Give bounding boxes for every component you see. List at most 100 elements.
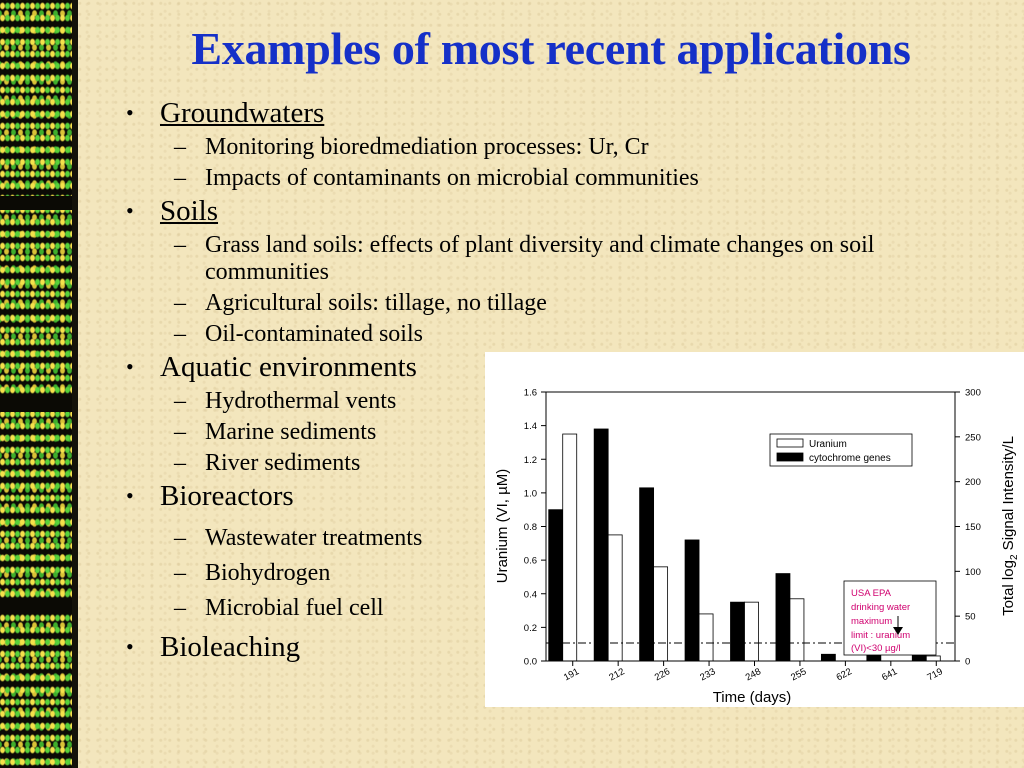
chart-svg: 0.0 0.2 0.4 0.6 0.8 1.0 1.2 1.4 1.6 0 50 100 150 200 2… [494,388,1020,707]
y-left-tick-label: 0.2 [524,623,537,634]
section-heading: Bioreactors [160,480,294,512]
sub-item: – Wastewater treatments [118,525,1018,552]
sub-item: – Grass land soils: effects of plant dive… [118,232,1024,286]
legend-label-uranium: Uranium [809,439,847,450]
dash-icon: – [174,134,186,160]
chart-legend: Uranium cytochrome genes [769,433,913,467]
annotation-arrow-head [893,627,903,635]
bar-uranium [789,598,805,662]
x-axis-label: Time (days) [713,689,792,706]
x-tick-label: 248 [744,666,763,683]
sub-item-text: Monitoring bioredmediation processes: Ur… [205,134,649,160]
microarray-divider [0,398,78,412]
bar-uranium [607,534,623,662]
y-left-tick-label: 0.0 [524,657,537,668]
section-bioreactors: • Bioreactors [118,479,1018,513]
dash-icon: – [174,560,186,586]
x-tick-label: 719 [926,666,945,683]
x-tick-label: 233 [698,666,717,683]
bullet-icon: • [126,100,134,125]
y-left-tick-label: 0.6 [524,556,537,567]
y-right-label-main: Total log [1000,560,1017,616]
y-left-tick-label: 0.8 [524,522,537,533]
y-right-label-subscript: 2 [1009,554,1020,560]
bar-uranium [562,433,578,662]
annotation-line: maximum [851,616,892,627]
epa-annotation: USA EPA drinking water maximum limit : u… [843,580,937,656]
bar-uranium [653,566,669,662]
section-groundwaters: • Groundwaters [118,96,1018,130]
bar-cytochrome-genes [730,601,745,662]
y-right-label-rest: Signal Intensity/L [1000,436,1017,554]
legend-label-cytochrome: cytochrome genes [809,453,891,464]
legend-swatch-uranium [776,438,804,448]
section-soils: • Soils [118,194,1018,228]
x-tick-label: 226 [653,666,672,683]
x-tick-label: 255 [789,666,808,683]
y-right-tick-label: 200 [965,477,981,488]
bar-cytochrome-genes [775,573,791,662]
sub-item-text: Grass land soils: effects of plant diver… [205,232,875,258]
x-tick-label: 641 [880,666,899,683]
sub-item: – Monitoring bioredmediation processes: U… [118,134,1018,161]
sub-item: – Biohydrogen [118,560,1018,587]
sub-item-text: Agricultural soils: tillage, no tillage [205,290,547,316]
dash-icon: – [174,595,186,621]
dash-icon: – [174,525,186,551]
sub-item-text: Marine sediments [205,419,377,445]
y-axis-left-label: Uranium (VI, µM) [494,469,511,584]
bullet-icon: • [126,483,134,508]
bullet-outline: • Groundwaters – Monitoring bioredmediati… [118,96,1018,664]
microarray-divider [0,600,78,614]
dash-icon: – [174,419,186,445]
bullet-icon: • [126,634,134,659]
y-right-tick-label: 0 [965,657,970,668]
dash-icon: – [174,321,186,347]
sub-item: – Microbial fuel cell [118,595,1018,622]
section-heading: Soils [160,195,219,227]
y-left-tick-label: 0.4 [524,589,537,600]
sub-item-text: Microbial fuel cell [205,595,384,621]
strip-edge [72,0,78,768]
annotation-line: limit : uranium [851,630,910,641]
y-left-tick-label: 1.6 [524,388,537,399]
bar-cytochrome-genes [639,487,655,662]
section-heading: Bioleaching [160,631,301,663]
legend-swatch-cytochrome [776,452,804,462]
sub-item: – Impacts of contaminants on microbial co… [118,165,1018,192]
sub-item: – Marine sediments [118,419,1018,446]
sub-item-text: Wastewater treatments [205,525,423,551]
y-right-tick-label: 250 [965,432,981,443]
dash-icon: – [174,232,186,258]
dash-icon: – [174,165,186,191]
y-right-tick-label: 150 [965,522,981,533]
bar-uranium [698,613,714,662]
y-left-tick-label: 1.2 [524,455,537,466]
y-left-tick-label: 1.4 [524,421,537,432]
y-right-tick-label: 100 [965,567,981,578]
section-heading: Groundwaters [160,97,325,129]
microarray-image-strip [0,0,78,768]
sub-item-text: Oil-contaminated soils [205,321,423,347]
sub-item: – Hydrothermal vents [118,388,1018,415]
sub-item-text: Impacts of contaminants on microbial com… [205,165,699,191]
x-tick-label: 622 [835,666,854,683]
y-right-tick-label: 300 [965,388,981,399]
annotation-frame [843,580,937,656]
annotation-line: (VI)<30 µg/l [851,643,901,654]
bar-cytochrome-genes [548,509,564,662]
x-tick-label: 191 [562,666,581,683]
sub-item-text: River sediments [205,450,361,476]
y-left-tick-label: 1.0 [524,488,537,499]
y-axis-right-label: Total log2 Signal Intensity/L [1000,436,1020,616]
sub-item: – Oil-contaminated soils [118,321,1018,348]
section-heading: Aquatic environments [160,351,417,383]
bar-uranium [925,655,941,662]
x-tick-label: 212 [607,666,626,683]
bar-cytochrome-genes [593,428,609,662]
bullet-icon: • [126,354,134,379]
section-aquatic-environments: • Aquatic environments [118,350,1018,384]
sub-item-text-continued: communities [205,259,329,285]
dash-icon: – [174,388,186,414]
y-right-tick-label: 50 [965,612,976,623]
